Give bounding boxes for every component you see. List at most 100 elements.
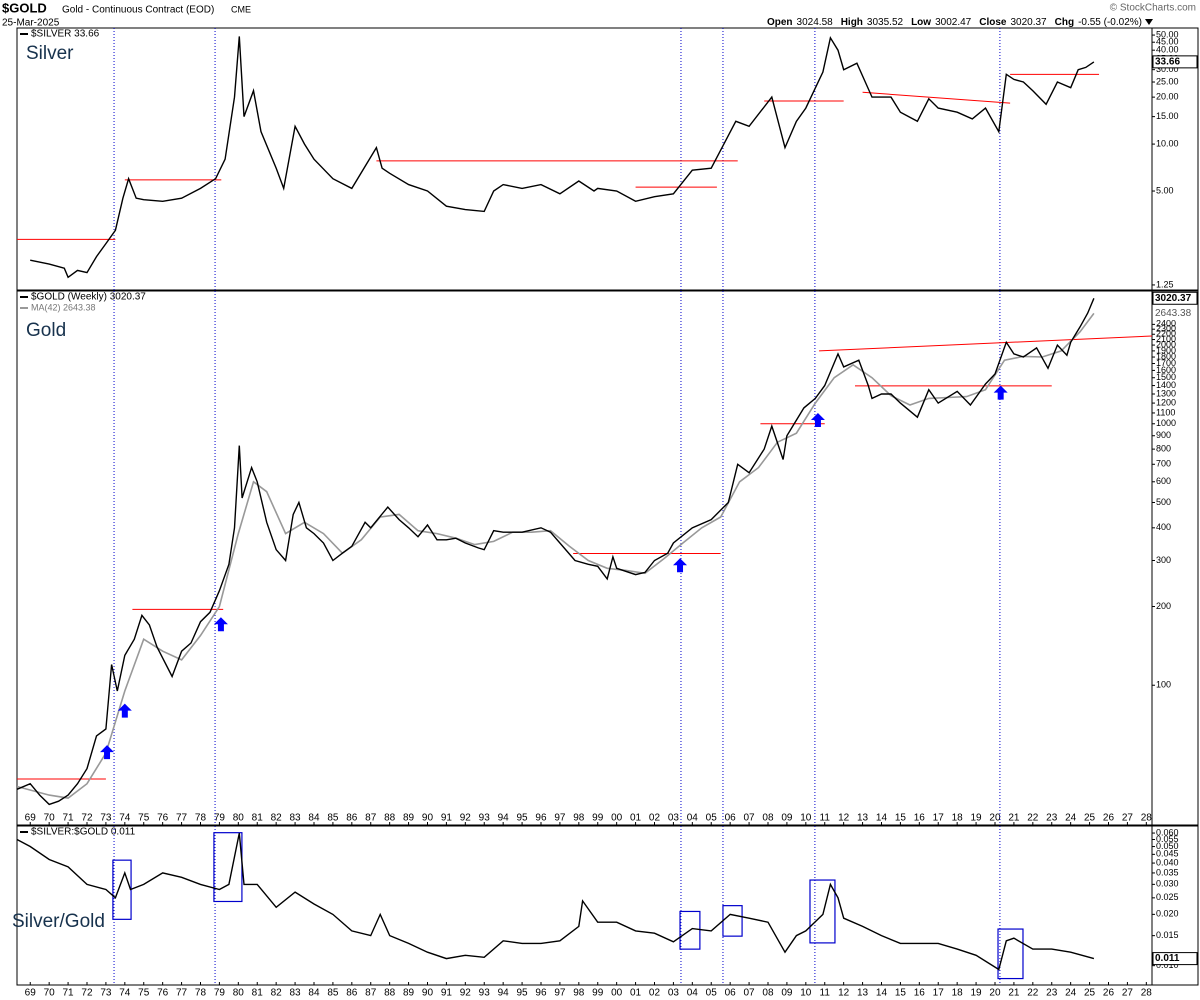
x-tick-label: 00 xyxy=(611,813,623,824)
x-tick-label: 72 xyxy=(81,813,93,824)
x-tick-label: 69 xyxy=(25,813,37,824)
x-tick-label: 74 xyxy=(119,813,131,824)
x-tick-label: 95 xyxy=(517,813,529,824)
trend-line xyxy=(819,335,1153,352)
panel-annotation: Silver xyxy=(26,43,74,64)
x-tick-label: 08 xyxy=(762,813,774,824)
x-tick-label: 85 xyxy=(327,813,339,824)
x-tick-label: 98 xyxy=(573,988,585,999)
x-tick-label: 74 xyxy=(119,988,131,999)
y-tick-label: 100 xyxy=(1156,680,1171,690)
panel-frame xyxy=(16,825,1199,986)
x-tick-label: 24 xyxy=(1065,813,1077,824)
x-tick-label: 85 xyxy=(327,988,339,999)
date: 25-Mar-2025 xyxy=(2,18,60,29)
y-tick-label: 500 xyxy=(1156,497,1171,507)
x-tick-label: 77 xyxy=(176,813,188,824)
y-tick-label: 40.00 xyxy=(1156,45,1179,55)
x-tick-label: 89 xyxy=(403,988,415,999)
x-tick-label: 07 xyxy=(744,988,756,999)
y-tick-label: 2200 xyxy=(1156,329,1176,339)
x-tick-label: 12 xyxy=(838,813,850,824)
x-tick-label: 93 xyxy=(479,988,491,999)
y-tick-label: 0.030 xyxy=(1156,879,1179,889)
x-tick-label: 13 xyxy=(857,988,869,999)
x-tick-label: 18 xyxy=(952,813,964,824)
y-tick-label: 0.055 xyxy=(1156,834,1179,844)
x-tick-label: 84 xyxy=(308,988,320,999)
x-tick-label: 86 xyxy=(346,813,358,824)
legend-label: $SILVER 33.66 xyxy=(31,29,100,40)
x-tick-label: 90 xyxy=(422,988,434,999)
x-tick-label: 96 xyxy=(535,813,547,824)
y-tick-label: 400 xyxy=(1156,522,1171,532)
x-tick-label: 22 xyxy=(1027,813,1039,824)
credit: © StockCharts.com xyxy=(1110,3,1196,14)
trend-line xyxy=(862,91,1011,104)
x-tick-label: 87 xyxy=(365,813,377,824)
x-tick-label: 07 xyxy=(744,813,756,824)
y-tick-label: 45.00 xyxy=(1156,37,1179,47)
x-tick-label: 14 xyxy=(876,813,888,824)
y-tick-label: 1300 xyxy=(1156,388,1176,398)
quote-label: Open xyxy=(767,17,793,28)
x-tick-label: 21 xyxy=(1008,813,1020,824)
x-tick-label: 13 xyxy=(857,813,869,824)
x-tick-label: 01 xyxy=(630,813,642,824)
y-tick-label: 25.00 xyxy=(1156,76,1179,86)
legend-label: MA(42) 2643.38 xyxy=(31,302,96,312)
x-tick-label: 27 xyxy=(1122,813,1134,824)
menu-arrow[interactable] xyxy=(1145,19,1153,25)
x-tick-label: 91 xyxy=(441,988,453,999)
y-tick-label: 0.045 xyxy=(1156,849,1179,859)
x-tick-label: 08 xyxy=(762,988,774,999)
x-tick-label: 73 xyxy=(100,988,112,999)
y-tick-label: 700 xyxy=(1156,459,1171,469)
y-tick-label: 20.00 xyxy=(1156,92,1179,102)
y-tick-label: 1.25 xyxy=(1156,279,1174,289)
x-tick-label: 10 xyxy=(800,813,812,824)
last-value-label: 33.66 xyxy=(1155,57,1180,68)
x-tick-label: 94 xyxy=(498,813,510,824)
y-tick-label: 900 xyxy=(1156,430,1171,440)
x-tick-label: 12 xyxy=(838,988,850,999)
highlight-box xyxy=(112,859,132,920)
price-line xyxy=(16,298,1095,806)
y-tick-label: 600 xyxy=(1156,476,1171,486)
x-tick-label: 02 xyxy=(649,813,661,824)
quote: Open 3024.58 High 3035.52 Low 3002.47 Close 302… xyxy=(767,17,1142,28)
x-tick-label: 79 xyxy=(214,813,226,824)
x-tick-label: 14 xyxy=(876,988,888,999)
x-tick-label: 84 xyxy=(308,813,320,824)
x-tick-label: 69 xyxy=(25,988,37,999)
x-tick-label: 20 xyxy=(989,988,1001,999)
x-tick-label: 71 xyxy=(63,988,75,999)
x-tick-label: 83 xyxy=(290,813,302,824)
highlight-box xyxy=(997,928,1024,980)
quote-value: 3024.58 xyxy=(797,17,834,28)
x-tick-label: 93 xyxy=(479,813,491,824)
breakout-arrow xyxy=(673,558,688,573)
x-tick-label: 15 xyxy=(895,813,907,824)
y-tick-label: 1800 xyxy=(1156,351,1176,361)
price-line xyxy=(16,832,1095,971)
x-tick-label: 92 xyxy=(460,988,472,999)
highlight-box xyxy=(809,879,836,944)
x-tick-label: 88 xyxy=(384,813,396,824)
price-line xyxy=(30,35,1095,279)
x-tick-label: 77 xyxy=(176,988,188,999)
last-value-box xyxy=(1152,952,1198,966)
x-tick-label: 15 xyxy=(895,988,907,999)
panel-annotation: Silver/Gold xyxy=(12,911,105,932)
x-tick-label: 17 xyxy=(933,813,945,824)
x-tick-label: 96 xyxy=(535,988,547,999)
x-tick-label: 01 xyxy=(630,988,642,999)
y-tick-label: 0.020 xyxy=(1156,909,1179,919)
x-tick-label: 81 xyxy=(252,988,264,999)
x-tick-label: 19 xyxy=(971,988,983,999)
x-tick-label: 09 xyxy=(781,988,793,999)
y-tick-label: 0.050 xyxy=(1156,841,1179,851)
x-tick-label: 03 xyxy=(668,988,680,999)
x-tick-label: 82 xyxy=(271,988,283,999)
x-tick-label: 25 xyxy=(1084,813,1096,824)
